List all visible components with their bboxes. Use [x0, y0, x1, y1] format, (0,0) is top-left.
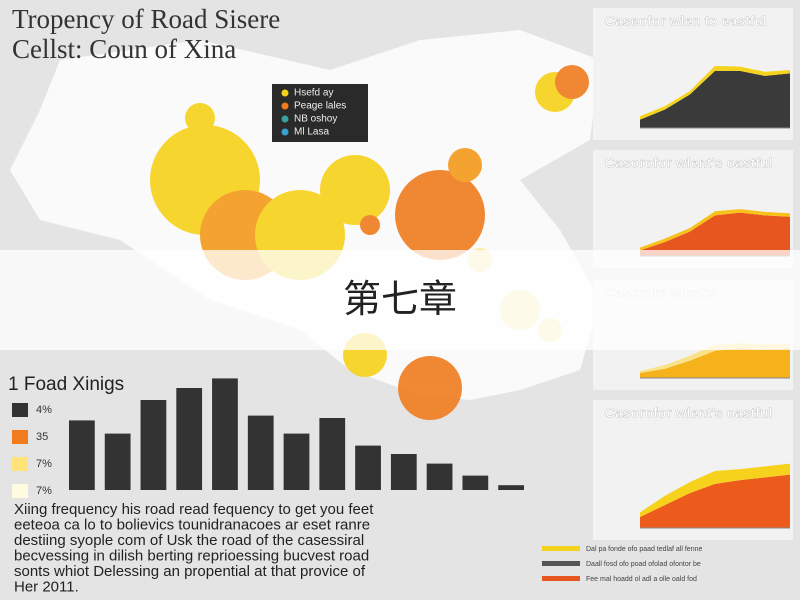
area — [640, 209, 790, 251]
legend-swatch — [12, 430, 28, 444]
legend-dot — [281, 89, 289, 97]
paragraph-line: destiing syople com of Usk the road of t… — [14, 532, 364, 549]
bar — [212, 378, 238, 490]
paragraph-line: Her 2011. — [14, 578, 79, 595]
legend-label: Dal pa fonde ofo paad tedlaf all fenne — [586, 546, 702, 553]
area — [640, 70, 790, 128]
paragraph-line: becvessing in dilish berting reprioessin… — [14, 547, 369, 564]
legend-label: NB oshoy — [294, 114, 337, 125]
legend-label: 35 — [36, 431, 48, 443]
bar — [355, 445, 381, 490]
bar — [247, 415, 274, 490]
legend-label: 4% — [36, 404, 52, 416]
legend-swatch — [12, 484, 28, 498]
bar — [176, 388, 203, 490]
legend-label: Daall fosd ofo poad ofolad ofontor be — [586, 561, 701, 568]
area — [640, 474, 790, 528]
bar — [498, 485, 524, 490]
chart-title: 1 Foad Xinigs — [8, 374, 124, 395]
legend-swatch — [12, 457, 28, 471]
legend-label: Peage lales — [294, 101, 346, 112]
legend-dot — [281, 102, 289, 110]
bar — [426, 463, 453, 490]
legend-dot — [281, 115, 289, 123]
paragraph-line: eeteoa ca lo to bolievics tounidranacoes… — [14, 516, 370, 533]
bar — [104, 433, 131, 490]
area — [640, 463, 790, 517]
legend-label: Ml Lasa — [294, 127, 329, 138]
title: Cellst: Coun of Xina — [12, 34, 236, 64]
legend-dot — [281, 128, 289, 136]
bar — [283, 433, 310, 490]
chart-title: Casorofor wlent's oastful — [605, 405, 772, 421]
area — [640, 65, 790, 120]
banner-text: 第七章 — [343, 279, 457, 321]
legend-label: Hsefd ay — [294, 88, 333, 99]
area — [640, 348, 790, 378]
area — [640, 212, 790, 256]
paragraph-line: Xiing frequency his road read fequency t… — [14, 501, 374, 518]
bar — [69, 420, 95, 490]
title: Tropency of Road Sisere — [12, 4, 280, 34]
legend-label: 7% — [36, 485, 52, 497]
paragraph-line: sonts whiot Delessing an propential at t… — [14, 563, 366, 580]
chart-title: Caseofor wlen to eastful — [605, 13, 767, 29]
bar — [462, 475, 489, 490]
legend-swatch — [542, 546, 580, 551]
legend-swatch — [12, 403, 28, 417]
banner — [0, 250, 800, 350]
legend-label: Fee mal hoadd ol adl a olle oald fod — [586, 576, 697, 583]
legend-swatch — [542, 576, 580, 581]
bar — [140, 400, 167, 490]
chart-title: Casorofor wlent's oastful — [605, 155, 772, 171]
legend-swatch — [542, 561, 580, 566]
legend-label: 7% — [36, 458, 52, 470]
bar — [390, 454, 417, 490]
bar — [319, 418, 346, 490]
